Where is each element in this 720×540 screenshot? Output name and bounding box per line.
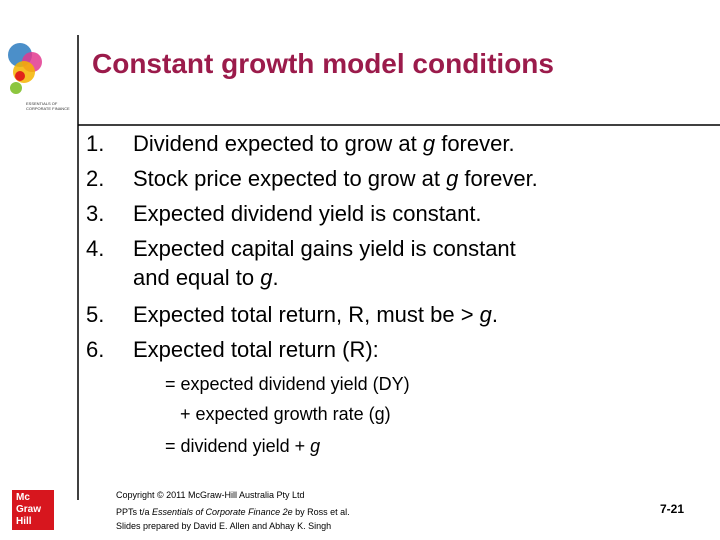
formula-line: = expected dividend yield (DY) bbox=[165, 374, 410, 394]
text: . bbox=[491, 302, 499, 327]
text: forever. bbox=[458, 166, 538, 191]
item-number: 3. bbox=[86, 201, 105, 226]
item-number: 4. bbox=[86, 236, 105, 261]
text: PPTs t/a bbox=[116, 507, 153, 517]
text: Stock price expected to grow at bbox=[133, 166, 447, 191]
publisher-logo bbox=[12, 490, 54, 530]
text: Dividend expected to grow at bbox=[133, 131, 423, 156]
text: g bbox=[422, 131, 436, 156]
page-number: 7-21 bbox=[660, 502, 685, 516]
text: Essentials of Corporate Finance 2e bbox=[152, 507, 293, 517]
text: g bbox=[260, 265, 273, 290]
publisher-text: Graw bbox=[16, 504, 41, 515]
text: by Ross et al. bbox=[292, 507, 350, 517]
text: g bbox=[479, 302, 492, 327]
text: g bbox=[446, 166, 459, 191]
item-text: Stock price expected to grow at g foreve… bbox=[133, 166, 538, 192]
text: . bbox=[272, 265, 279, 290]
publisher-text: Mc bbox=[16, 492, 30, 503]
item-number: 5. bbox=[86, 302, 105, 327]
title: Constant growth model conditions bbox=[92, 48, 554, 79]
footer-copyright: Copyright © 2011 McGraw-Hill Australia P… bbox=[116, 490, 305, 500]
book-logo-text: ESSENTIALS OF bbox=[26, 101, 58, 106]
text: g bbox=[310, 436, 321, 456]
item-text: Dividend expected to grow at g forever. bbox=[133, 131, 515, 157]
item-text: Expected dividend yield is constant. bbox=[133, 201, 482, 226]
item-text: Expected capital gains yield is constant bbox=[133, 236, 516, 261]
footer-line: PPTs t/a Essentials of Corporate Finance… bbox=[116, 507, 350, 517]
item-number: 2. bbox=[86, 166, 105, 191]
book-logo-text: CORPORATE FINANCE bbox=[26, 106, 70, 111]
item-number: 6. bbox=[86, 337, 105, 362]
item-number: 1. bbox=[86, 131, 105, 156]
formula-line: = dividend yield + g bbox=[165, 436, 320, 457]
publisher-text: Hill bbox=[16, 516, 32, 527]
item-text: and equal to g. bbox=[133, 265, 279, 291]
book-logo bbox=[8, 43, 42, 94]
footer-line: Slides prepared by David E. Allen and Ab… bbox=[116, 521, 332, 531]
text: = dividend yield + bbox=[165, 436, 311, 456]
text: Expected total return, R, must be > bbox=[133, 302, 480, 327]
text: and equal to bbox=[133, 265, 261, 290]
item-text: Expected total return (R): bbox=[133, 337, 379, 362]
item-text: Expected total return, R, must be > g. bbox=[133, 302, 498, 328]
formula-line: + expected growth rate (g) bbox=[180, 404, 391, 424]
text: forever. bbox=[435, 131, 515, 156]
